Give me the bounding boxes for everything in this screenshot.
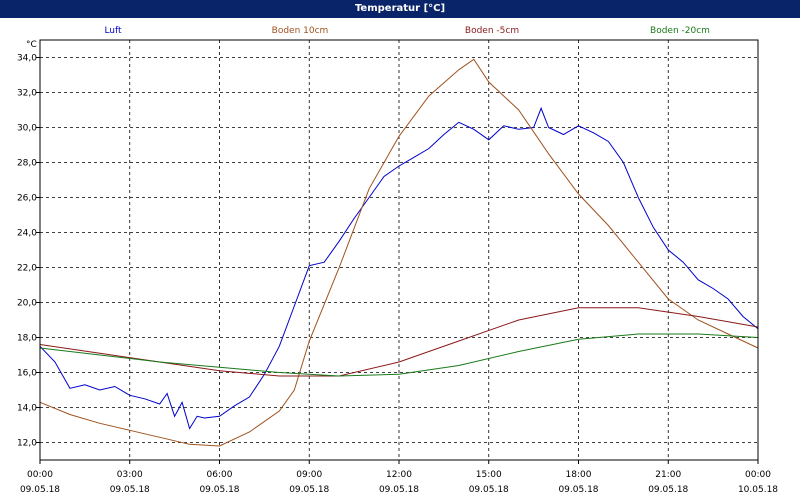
- y-tick-label: 12,0: [17, 439, 37, 449]
- y-tick-label: 22,0: [17, 264, 37, 274]
- y-tick-label: 14,0: [17, 404, 37, 414]
- x-tick-time-label: 09:00: [296, 470, 322, 480]
- series-line-1: [39, 106, 759, 430]
- y-tick-label: 26,0: [17, 194, 37, 204]
- legend-entry: Boden 10cm: [272, 26, 329, 36]
- x-tick-time-label: 18:00: [566, 470, 592, 480]
- y-tick-label: 20,0: [17, 299, 37, 309]
- series-line-4: [39, 333, 759, 377]
- x-tick-date-label: 09.05.18: [469, 485, 509, 495]
- x-tick-date-label: 09.05.18: [379, 485, 419, 495]
- series-line-2: [39, 58, 759, 447]
- x-tick-time-label: 21:00: [655, 470, 681, 480]
- legend-entry: Boden -5cm: [465, 26, 519, 36]
- y-tick-label: 32,0: [17, 89, 37, 99]
- x-tick-date-label: 09.05.18: [289, 485, 329, 495]
- y-axis-unit-label: °C: [26, 40, 37, 50]
- y-tick-label: 16,0: [17, 369, 37, 379]
- x-tick-date-label: 09.05.18: [648, 485, 688, 495]
- y-tick-label: 34,0: [17, 54, 37, 64]
- x-tick-time-label: 15:00: [476, 470, 502, 480]
- x-tick-date-label: 09.05.18: [20, 485, 60, 495]
- y-tick-label: 18,0: [17, 334, 37, 344]
- y-tick-label: 30,0: [17, 124, 37, 134]
- x-tick-date-label: 10.05.18: [738, 485, 778, 495]
- grid: [40, 40, 758, 460]
- y-axis-ticks: 12,0 14,0 16,0 18,0 20,0 22,0 24,0 26,0 28,0 30,0…: [17, 54, 40, 449]
- x-tick-time-label: 06:00: [207, 470, 233, 480]
- legend-entry: Boden -20cm: [650, 26, 710, 36]
- y-tick-label: 28,0: [17, 159, 37, 169]
- series-lines: [39, 58, 759, 447]
- legend: Luft Boden 10cm Boden -5cm Boden -20cm: [104, 26, 710, 36]
- x-tick-time-label: 00:00: [27, 470, 53, 480]
- temperature-line-chart: Luft Boden 10cm Boden -5cm Boden -20cm °C 1…: [17, 26, 778, 495]
- x-tick-date-label: 09.05.18: [199, 485, 239, 495]
- x-tick-date-label: 09.05.18: [558, 485, 598, 495]
- x-tick-time-label: 03:00: [117, 470, 143, 480]
- x-tick-time-label: 00:00: [745, 470, 771, 480]
- x-tick-date-label: 09.05.18: [110, 485, 150, 495]
- x-tick-time-label: 12:00: [386, 470, 412, 480]
- y-tick-label: 24,0: [17, 229, 37, 239]
- legend-entry: Luft: [104, 26, 122, 36]
- window-title: Temperatur [°C]: [0, 0, 800, 18]
- x-axis-ticks: 00:00 09.05.18 03:00 09.05.18 06:00 09.05.18 0…: [20, 460, 778, 495]
